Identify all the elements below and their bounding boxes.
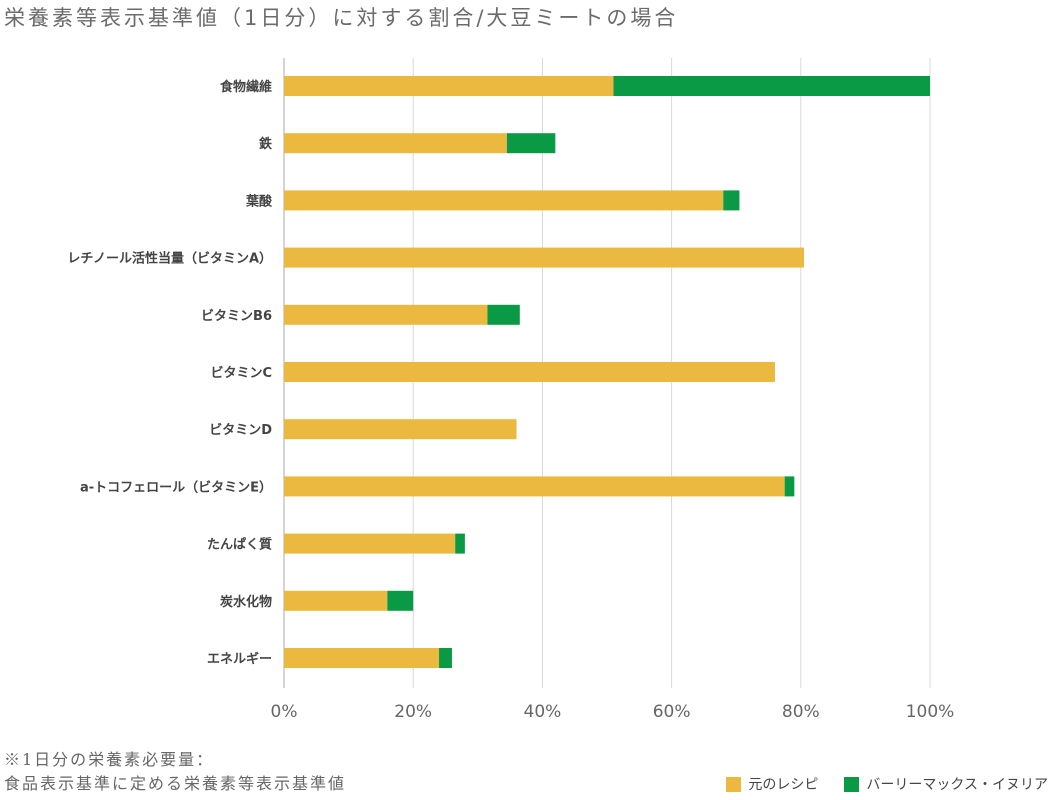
bar-segment-original [284,190,724,211]
bar-segment-original [284,419,517,440]
x-tick-label: 60% [653,702,691,722]
x-tick-label: 80% [782,702,820,722]
legend-swatch-original [726,776,742,792]
bar-segment-barley [723,190,740,211]
category-label: レチノール活性当量（ビタミンA） [67,251,272,267]
footnote-line-1: ※1日分の栄養素必要量： [4,750,215,769]
category-label: たんぱく質 [207,537,272,553]
category-label: 炭水化物 [220,594,272,610]
category-label: エネルギー [207,651,272,667]
bar-segment-barley [784,476,795,497]
category-label: ビタミンD [209,422,272,438]
legend-item-original: 元のレシピ [726,774,818,794]
bar-segment-barley [506,133,556,154]
bar-segment-original [284,247,805,268]
bar-segment-original [284,476,785,497]
bars [284,76,930,668]
bar-segment-original [284,304,488,325]
x-tick-label: 40% [524,702,562,722]
bar-segment-original [284,648,440,668]
footnote-line-2: 食品表示基準に定める栄養素等表示基準値 [4,774,347,793]
bar-segment-barley [439,648,452,668]
category-label: ビタミンC [210,365,272,381]
footnote: ※1日分の栄養素必要量： 食品表示基準に定める栄養素等表示基準値 [4,748,346,796]
legend-swatch-barley [844,776,860,792]
legend-label-original: 元のレシピ [748,777,819,793]
bar-segment-barley [487,304,520,325]
bar-segment-original [284,590,388,611]
bar-segment-original [284,533,456,554]
x-tick-label: 20% [394,702,432,722]
bar-segment-original [284,133,507,154]
bar-segment-barley [613,76,930,96]
legend-item-barley: バーリーマックス・イヌリア [844,774,1048,794]
legend-label-barley: バーリーマックス・イヌリア [866,777,1048,793]
category-label: 鉄 [259,136,272,152]
x-tick-labels: 0% 20% 40% 60% 80% 100% [271,702,955,722]
bar-segment-barley [455,533,465,554]
category-label: a-トコフェロール（ビタミンE） [80,479,272,495]
legend: 元のレシピ バーリーマックス・イヌリア [726,774,1048,794]
bar-segment-barley [387,590,414,611]
x-tick-label: 0% [271,702,298,722]
category-label: ビタミンB6 [201,308,272,324]
bar-segment-original [284,362,775,382]
category-label: 葉酸 [245,193,273,209]
bar-segment-original [284,76,614,96]
chart-title: 栄養素等表示基準値（1日分）に対する割合/大豆ミートの場合 [4,6,679,30]
category-label: 食物繊維 [220,79,272,95]
x-tick-label: 100% [906,702,955,722]
